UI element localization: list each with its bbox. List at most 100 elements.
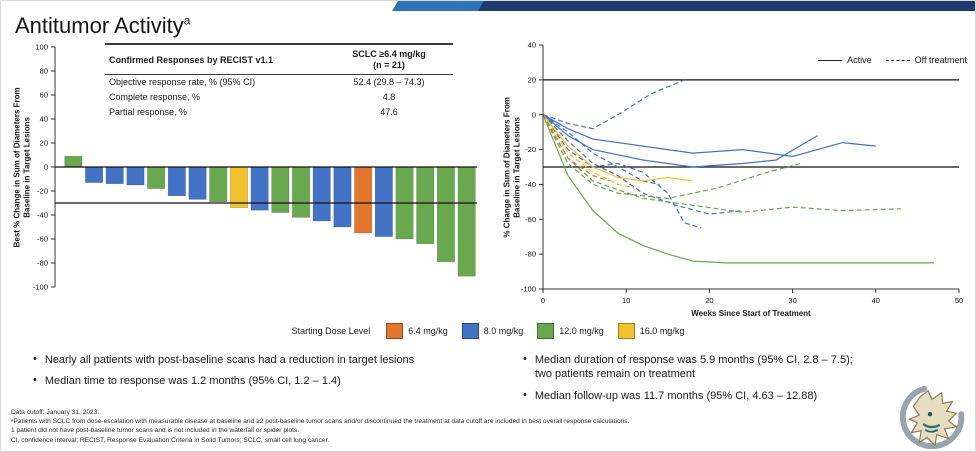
dose-color-swatch <box>461 323 479 339</box>
top-accent-ribbon <box>392 1 975 11</box>
page-title-superscript: a <box>183 13 191 28</box>
svg-text:60: 60 <box>40 91 48 100</box>
svg-text:-60: -60 <box>525 215 536 224</box>
right-bullet-list: • Median duration of response was 5.9 mo… <box>523 353 963 410</box>
svg-text:80: 80 <box>40 67 48 76</box>
svg-text:20: 20 <box>528 75 536 84</box>
waterfall-panel: Best % Change in Sum of Diameters From B… <box>11 41 489 303</box>
table-row-label: Partial response, % <box>109 107 188 118</box>
waterfall-y-axis-label: Best % Change in Sum of Diameters From B… <box>12 87 32 248</box>
spider-y-axis-label: % Change in Sum of Diameters From Baseli… <box>502 97 522 238</box>
bullet-dot: • <box>523 388 527 401</box>
waterfall-bar <box>416 166 435 245</box>
legend-label: Off treatment <box>914 55 967 65</box>
dose-legend-label: 12.0 mg/kg <box>559 326 604 336</box>
svg-text:40: 40 <box>40 115 48 124</box>
waterfall-bar <box>147 166 166 189</box>
treatment-status-legend: Active Off treatment <box>818 55 967 65</box>
svg-text:-80: -80 <box>37 259 48 268</box>
page-title: Antitumor Activitya <box>15 13 190 39</box>
spider-series <box>542 114 702 229</box>
svg-text:30: 30 <box>788 296 796 305</box>
page-title-text: Antitumor Activity <box>15 13 184 38</box>
waterfall-bar <box>333 166 352 228</box>
spider-series <box>542 114 818 168</box>
spider-x-axis-label: Weeks Since Start of Treatment <box>691 309 811 318</box>
bullet-text: Median time to response was 1.2 months (… <box>44 375 341 388</box>
dose-legend-item: 12.0 mg/kg <box>537 323 604 339</box>
svg-text:100: 100 <box>35 43 48 52</box>
starting-dose-legend: Starting Dose Level 6.4 mg/kg 8.0 mg/kg … <box>1 323 975 339</box>
logo-swoosh <box>899 385 965 450</box>
bullet-dot: • <box>33 353 37 365</box>
spider-series <box>542 114 901 213</box>
dose-color-swatch <box>617 323 635 339</box>
svg-text:10: 10 <box>622 296 630 305</box>
bullet-text: Nearly all patients with post-baseline s… <box>44 354 415 366</box>
waterfall-bar <box>292 166 310 218</box>
spider-series <box>542 114 610 182</box>
legend-label: Active <box>847 55 872 65</box>
waterfall-bar <box>209 166 228 203</box>
waterfall-chart: 100 80 60 40 20 0 -20 -40 -60 -80 -100 <box>33 43 477 292</box>
waterfall-bar <box>437 166 455 263</box>
dose-legend-label: 6.4 mg/kg <box>408 326 448 336</box>
dashed-line-icon <box>885 59 910 61</box>
dose-legend-item: 8.0 mg/kg <box>461 323 524 339</box>
svg-text:0: 0 <box>532 110 536 119</box>
spider-series <box>542 114 802 200</box>
spider-series <box>542 114 693 182</box>
svg-text:-20: -20 <box>525 145 536 154</box>
svg-text:20: 20 <box>705 296 713 305</box>
spider-series <box>542 114 743 215</box>
left-bullet-list: • Nearly all patients with post-baseline… <box>33 353 483 396</box>
svg-text:0: 0 <box>44 163 48 172</box>
footnote-line: CI, confidence interval; RECIST, Respons… <box>11 436 330 444</box>
svg-text:20: 20 <box>40 139 48 148</box>
waterfall-bar <box>457 166 476 277</box>
waterfall-bar <box>271 166 290 213</box>
list-item: • Nearly all patients with post-baseline… <box>33 353 483 367</box>
table-row-label: Complete response, % <box>109 92 201 103</box>
table-row: Partial response, % 47.6 <box>105 105 453 120</box>
spider-series <box>542 114 660 185</box>
solid-line-icon <box>818 59 843 61</box>
table-row: Complete response, % 4.8 <box>105 90 453 105</box>
svg-text:-40: -40 <box>525 180 536 189</box>
dose-legend-title: Starting Dose Level <box>291 326 371 336</box>
svg-text:-80: -80 <box>525 250 536 259</box>
lion-eye <box>927 412 933 417</box>
waterfall-bar <box>85 166 103 183</box>
dose-legend-item: 16.0 mg/kg <box>617 323 684 339</box>
waterfall-bar <box>64 155 83 168</box>
svg-text:-60: -60 <box>37 235 48 244</box>
lion-fin <box>922 422 941 429</box>
spider-series <box>542 114 876 158</box>
table-header-row: Confirmed Responses by RECIST v1.1 SCLC … <box>105 45 453 75</box>
svg-text:0: 0 <box>541 296 545 305</box>
list-item: • Median time to response was 1.2 months… <box>33 374 483 388</box>
lion-head <box>908 389 958 447</box>
bullet-text: Median follow-up was 11.7 months (95% CI… <box>534 389 818 402</box>
bullet-dot: • <box>523 353 527 365</box>
table-header-col2: SCLC ≥6.4 mg/kg (n = 21) <box>329 49 449 71</box>
waterfall-bar <box>374 166 393 237</box>
list-item: • Median duration of response was 5.9 mo… <box>523 353 963 382</box>
footnote-line: Data cutoff: January 31, 2023. <box>11 409 100 416</box>
footnote-line: ᵃPatients with SCLC from dose-escalation… <box>11 418 630 426</box>
waterfall-bar <box>167 166 186 197</box>
spider-series <box>542 79 685 130</box>
dose-legend-label: 8.0 mg/kg <box>483 326 524 336</box>
spider-chart: 40 20 0 -20 -40 -60 -80 -100 0 10 20 30 40 50 <box>521 41 963 305</box>
waterfall-bar <box>188 166 207 200</box>
merlion-logo <box>899 385 965 450</box>
spider-series <box>542 114 934 264</box>
svg-text:40: 40 <box>872 296 880 305</box>
table-row-label: Objective response rate, % (95% CI) <box>109 77 256 88</box>
svg-text:50: 50 <box>955 296 963 305</box>
svg-text:-20: -20 <box>37 187 48 196</box>
ribbon-highlight <box>392 1 484 11</box>
spider-panel: % Change in Sum of Diameters From Baseli… <box>499 37 969 337</box>
dose-legend-item: 6.4 mg/kg <box>386 323 448 339</box>
